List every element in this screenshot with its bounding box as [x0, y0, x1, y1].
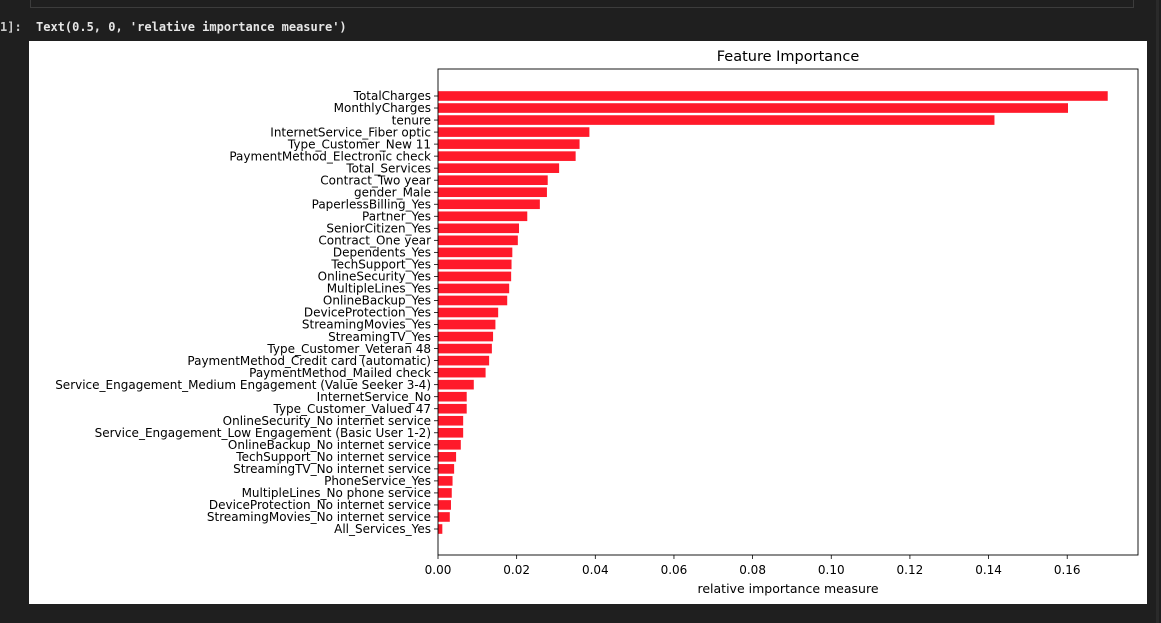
bar	[438, 103, 1068, 113]
y-tick-label: PaymentMethod_Electronic check	[229, 149, 431, 163]
bar	[438, 211, 528, 222]
bar	[438, 247, 513, 258]
bar	[438, 524, 443, 534]
y-tick-label: tenure	[392, 113, 431, 127]
y-tick-label: PaymentMethod_Credit card (automatic)	[187, 354, 431, 368]
scrollbar[interactable]	[1156, 0, 1159, 623]
y-tick-label: InternetService_Fiber optic	[270, 125, 431, 139]
bar	[438, 127, 590, 137]
x-tick-label: 0.00	[425, 563, 452, 577]
x-tick-label: 0.06	[661, 563, 688, 577]
bar	[438, 295, 508, 306]
y-tick-label: Contract_One year	[318, 234, 431, 248]
bar	[438, 415, 464, 426]
bar	[438, 91, 1108, 101]
bar	[438, 427, 464, 438]
x-tick-label: 0.14	[975, 563, 1002, 577]
figure-output: Feature Importance TotalCharges MonthlyCha…	[29, 41, 1147, 604]
bar	[438, 235, 518, 246]
y-tick-label: Type_Customer_New 11	[287, 137, 431, 151]
y-tick-label: MultipleLines_Yes	[327, 282, 431, 296]
chart-title: Feature Importance	[717, 49, 860, 65]
output-prompt: 1]:	[0, 20, 22, 34]
x-tick-label: 0.08	[739, 563, 766, 577]
y-tick-label: gender_Male	[354, 185, 431, 199]
bar	[438, 488, 452, 498]
y-tick-label: StreamingMovies_Yes	[302, 318, 431, 332]
x-tick-label: 0.16	[1054, 563, 1081, 577]
bar	[438, 283, 510, 294]
bar	[438, 319, 496, 330]
bar	[438, 452, 457, 462]
y-tick-label: PhoneService_Yes	[324, 474, 431, 488]
bar	[438, 355, 490, 366]
bar	[438, 199, 540, 210]
x-tick-label: 0.04	[582, 563, 609, 577]
x-axis-label: relative importance measure	[697, 581, 878, 596]
bar	[438, 223, 520, 234]
bar	[438, 403, 467, 414]
bar	[438, 115, 995, 125]
y-tick-label: Contract_Two year	[320, 173, 431, 187]
y-tick-label: StreamingTV_No internet service	[233, 462, 431, 476]
x-tick-label: 0.10	[818, 563, 845, 577]
bar	[438, 343, 492, 354]
bar	[438, 259, 512, 270]
y-tick-label: Total_Services	[345, 161, 431, 175]
bar	[438, 331, 494, 342]
y-tick-label: Service_Engagement_Medium Engagement (Va…	[55, 378, 431, 392]
y-tick-label: InternetService_No	[317, 390, 431, 404]
y-tick-label: TechSupport_No internet service	[235, 450, 431, 464]
previous-cell-border	[30, 0, 1134, 8]
bar	[438, 187, 547, 198]
y-tick-label: StreamingTV_Yes	[328, 330, 431, 344]
y-tick-label: TechSupport_Yes	[330, 258, 431, 272]
x-tick-label: 0.02	[503, 563, 530, 577]
y-tick-label: OnlineBackup_No internet service	[228, 438, 431, 452]
y-tick-label: DeviceProtection_Yes	[304, 306, 431, 320]
bar	[438, 163, 560, 173]
output-text: Text(0.5, 0, 'relative importance measur…	[36, 20, 347, 34]
y-tick-label: PaperlessBilling_Yes	[312, 197, 431, 211]
y-tick-label: MonthlyCharges	[334, 101, 431, 115]
y-tick-label: SeniorCitizen_Yes	[326, 222, 431, 236]
x-tick-label: 0.12	[897, 563, 924, 577]
y-tick-label: Dependents_Yes	[333, 246, 431, 260]
y-tick-label: Type_Customer_Veteran 48	[266, 342, 431, 356]
bar	[438, 512, 450, 522]
bar	[438, 367, 486, 378]
axes-frame	[437, 68, 1139, 556]
y-tick-label: OnlineSecurity_Yes	[318, 270, 431, 284]
y-tick-label: Type_Customer_Valued 47	[272, 402, 431, 416]
feature-importance-chart: Feature Importance TotalChargesMonthlyCha…	[55, 49, 1139, 596]
bar	[438, 379, 474, 390]
y-tick-label: TotalCharges	[353, 89, 431, 103]
y-tick-label: MultipleLines_No phone service	[242, 486, 431, 500]
bar	[438, 464, 455, 474]
y-tick-label: Service_Engagement_Low Engagement (Basic…	[95, 426, 431, 440]
bar	[438, 271, 512, 282]
bar	[438, 175, 548, 186]
bar	[438, 391, 467, 402]
bar	[438, 307, 499, 318]
y-tick-label: DeviceProtection_No internet service	[209, 498, 431, 512]
y-tick-label: All_Services_Yes	[334, 522, 431, 536]
bar	[438, 439, 461, 450]
bar	[438, 500, 451, 510]
bar	[438, 476, 453, 486]
y-tick-label: Partner_Yes	[362, 209, 431, 223]
bar	[438, 139, 580, 149]
y-tick-label: PaymentMethod_Mailed check	[249, 366, 431, 380]
bar	[438, 151, 576, 161]
y-tick-label: OnlineBackup_Yes	[323, 294, 431, 308]
y-tick-label: StreamingMovies_No internet service	[207, 510, 431, 524]
y-tick-label: OnlineSecurity_No internet service	[223, 414, 431, 428]
